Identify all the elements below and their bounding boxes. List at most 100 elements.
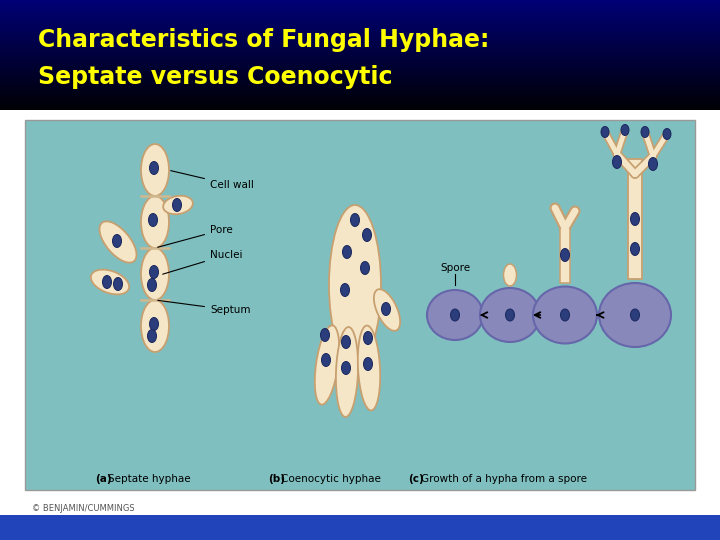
Bar xyxy=(0,52,720,53)
Bar xyxy=(0,14,720,15)
Ellipse shape xyxy=(362,228,372,241)
Bar xyxy=(0,65,720,68)
Text: Nuclei: Nuclei xyxy=(163,250,243,274)
Ellipse shape xyxy=(533,287,597,343)
Ellipse shape xyxy=(560,309,570,321)
Bar xyxy=(0,46,720,48)
Bar xyxy=(0,83,720,85)
Bar xyxy=(0,49,720,51)
Ellipse shape xyxy=(631,242,639,255)
Bar xyxy=(0,48,720,50)
Bar xyxy=(0,30,720,32)
Ellipse shape xyxy=(613,156,621,168)
Ellipse shape xyxy=(341,335,351,348)
Bar xyxy=(0,50,720,52)
Ellipse shape xyxy=(150,161,158,174)
Bar xyxy=(0,93,720,95)
Bar xyxy=(0,15,720,17)
Bar xyxy=(0,77,720,78)
Bar xyxy=(0,31,720,33)
Ellipse shape xyxy=(382,302,390,315)
Ellipse shape xyxy=(343,246,351,259)
Bar xyxy=(0,22,720,23)
Ellipse shape xyxy=(641,126,649,138)
Text: Septate hyphae: Septate hyphae xyxy=(108,474,191,484)
Bar xyxy=(0,103,720,105)
Bar xyxy=(0,78,720,80)
Ellipse shape xyxy=(480,288,540,342)
Ellipse shape xyxy=(141,196,169,248)
Ellipse shape xyxy=(427,290,483,340)
Bar xyxy=(0,39,720,41)
Bar xyxy=(0,25,720,28)
Bar xyxy=(0,55,720,56)
Bar xyxy=(0,57,720,59)
Bar xyxy=(0,17,720,19)
Bar xyxy=(0,2,720,4)
Ellipse shape xyxy=(163,196,193,214)
Ellipse shape xyxy=(112,234,122,247)
Ellipse shape xyxy=(631,309,639,321)
Text: Cell wall: Cell wall xyxy=(171,171,254,190)
Ellipse shape xyxy=(148,279,156,292)
Ellipse shape xyxy=(114,278,122,291)
Ellipse shape xyxy=(148,329,156,342)
Text: Coenocytic hyphae: Coenocytic hyphae xyxy=(281,474,381,484)
Bar xyxy=(0,23,720,25)
Bar xyxy=(0,75,720,77)
Bar xyxy=(0,56,720,58)
Bar xyxy=(0,40,720,43)
Bar xyxy=(0,60,720,62)
Ellipse shape xyxy=(560,248,570,261)
Bar xyxy=(0,20,720,22)
Text: Septum: Septum xyxy=(158,300,251,315)
Bar xyxy=(0,89,720,91)
Ellipse shape xyxy=(315,326,339,404)
Bar xyxy=(0,100,720,102)
Ellipse shape xyxy=(336,327,358,417)
Bar xyxy=(0,97,720,99)
Ellipse shape xyxy=(102,275,112,288)
Bar xyxy=(0,104,720,106)
Bar xyxy=(0,29,720,30)
Bar xyxy=(0,74,720,76)
Bar xyxy=(25,120,695,490)
Ellipse shape xyxy=(374,289,400,331)
Ellipse shape xyxy=(503,264,516,286)
Bar xyxy=(0,1,720,3)
Bar xyxy=(0,82,720,84)
Ellipse shape xyxy=(322,354,330,367)
Ellipse shape xyxy=(91,269,129,294)
Bar xyxy=(0,12,720,14)
Bar xyxy=(560,228,570,283)
Bar xyxy=(0,44,720,45)
Ellipse shape xyxy=(99,221,137,262)
Bar xyxy=(0,5,720,7)
Bar xyxy=(0,34,720,36)
Bar xyxy=(0,92,720,93)
Ellipse shape xyxy=(150,318,158,330)
Bar xyxy=(0,0,720,2)
Ellipse shape xyxy=(361,261,369,274)
Ellipse shape xyxy=(364,357,372,370)
Bar xyxy=(0,79,720,81)
Bar xyxy=(0,108,720,110)
Bar xyxy=(0,68,720,70)
Bar xyxy=(0,80,720,83)
Text: Characteristics of Fungal Hyphae:: Characteristics of Fungal Hyphae: xyxy=(38,28,490,52)
Bar xyxy=(0,4,720,5)
Bar xyxy=(0,9,720,11)
Bar xyxy=(0,16,720,18)
Bar xyxy=(0,45,720,47)
Bar xyxy=(0,110,720,515)
Ellipse shape xyxy=(364,332,372,345)
Text: Septate versus Coenocytic: Septate versus Coenocytic xyxy=(38,65,392,89)
Bar xyxy=(0,38,720,40)
Text: Growth of a hypha from a spore: Growth of a hypha from a spore xyxy=(421,474,587,484)
Bar xyxy=(628,159,642,279)
Bar xyxy=(0,35,720,37)
Bar xyxy=(0,96,720,98)
Ellipse shape xyxy=(505,309,515,321)
Ellipse shape xyxy=(150,266,158,279)
Bar xyxy=(0,24,720,26)
